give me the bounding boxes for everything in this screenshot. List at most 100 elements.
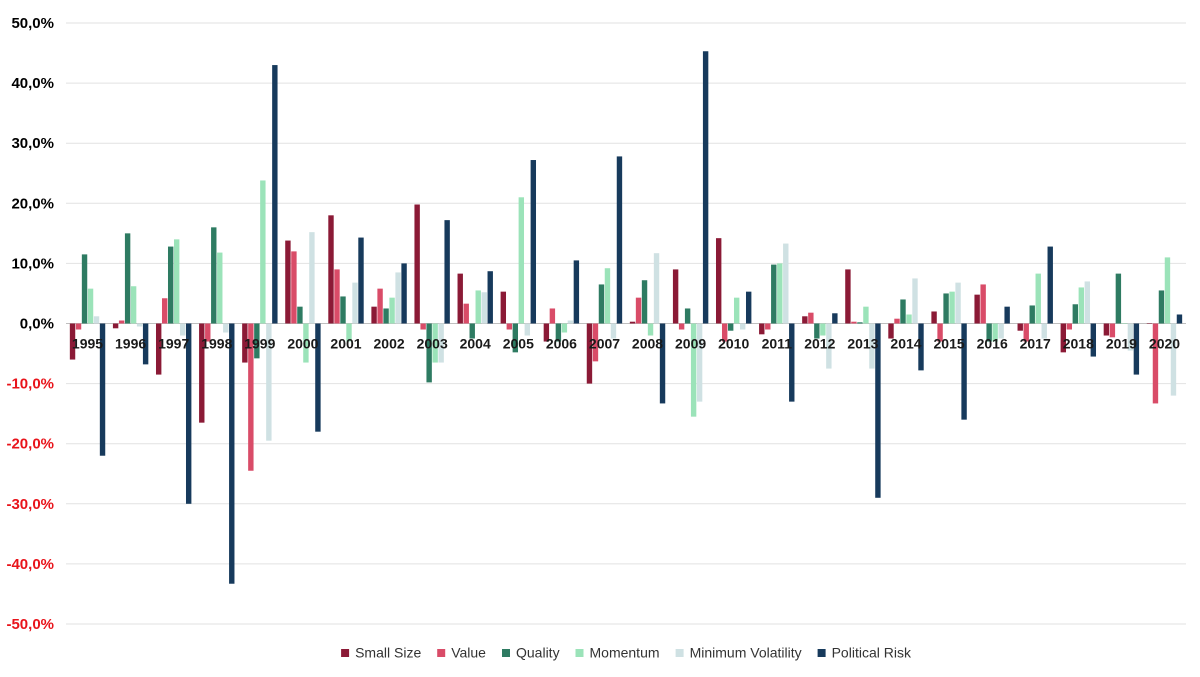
bar-quality-2014 [900, 299, 906, 324]
bar-quality-2019 [1115, 273, 1122, 324]
bar-small-size-2005 [500, 291, 507, 324]
bar-value-2019 [1109, 323, 1116, 338]
bar-minimum-volatility-2006 [567, 320, 574, 324]
x-tick-label: 2015 [934, 336, 965, 352]
y-tick-label: -20,0% [6, 436, 54, 453]
bar-minimum-volatility-2000 [309, 232, 315, 324]
bar-political-risk-2001 [358, 237, 364, 324]
bar-political-risk-2011 [789, 323, 795, 402]
bar-political-risk-2019 [1133, 323, 1140, 375]
bar-small-size-2002 [371, 306, 377, 324]
bar-quality-1995 [81, 254, 88, 324]
bar-momentum-2006 [561, 323, 568, 333]
x-tick-label: 2010 [718, 336, 749, 352]
bar-minimum-volatility-2012 [826, 323, 832, 369]
bar-quality-2018 [1072, 304, 1079, 324]
y-tick-label: -50,0% [6, 616, 54, 633]
bar-minimum-volatility-2020 [1170, 323, 1177, 396]
legend-swatch [817, 649, 826, 657]
x-tick-label: 2007 [589, 336, 620, 352]
bar-small-size-2014 [888, 323, 894, 339]
y-tick-label: 40,0% [11, 75, 54, 92]
legend-item-small-size: Small Size [341, 645, 421, 661]
bar-value-2003 [420, 323, 426, 330]
bar-minimum-volatility-1999 [266, 323, 272, 441]
bar-momentum-2001 [346, 323, 352, 342]
bars [69, 51, 1183, 584]
bar-political-risk-1999 [272, 65, 278, 324]
x-tick-label: 2014 [890, 336, 921, 352]
bar-value-1998 [205, 323, 211, 342]
bar-value-2002 [377, 288, 383, 324]
x-tick-label: 2008 [632, 336, 663, 352]
bar-minimum-volatility-2008 [653, 253, 660, 324]
bar-small-size-2009 [672, 269, 679, 324]
bar-minimum-volatility-1995 [93, 316, 100, 324]
bar-minimum-volatility-2011 [783, 243, 789, 324]
bar-minimum-volatility-2005 [524, 323, 531, 336]
bar-small-size-2019 [1103, 323, 1110, 336]
x-tick-label: 2005 [503, 336, 534, 352]
legend-label: Small Size [355, 645, 421, 661]
bar-quality-2003 [426, 323, 432, 383]
x-tick-label: 2013 [847, 336, 878, 352]
bar-political-risk-2016 [1004, 306, 1010, 324]
bar-quality-2000 [297, 306, 303, 324]
x-tick-label: 2017 [1020, 336, 1051, 352]
bar-value-1996 [118, 320, 125, 324]
y-tick-label: -10,0% [6, 376, 54, 393]
bar-quality-2001 [340, 296, 346, 324]
bar-momentum-2015 [949, 291, 955, 324]
bar-quality-2011 [771, 264, 777, 324]
bar-minimum-volatility-2010 [739, 323, 746, 330]
bar-value-2011 [765, 323, 771, 330]
bar-momentum-2010 [733, 297, 740, 324]
bar-value-2020 [1152, 323, 1159, 404]
bar-political-risk-2005 [530, 160, 537, 324]
bar-political-risk-2010 [745, 291, 752, 324]
bar-value-2008 [635, 297, 642, 324]
legend-swatch [341, 649, 350, 657]
bar-momentum-2014 [906, 314, 912, 324]
bar-quality-2005 [512, 323, 519, 353]
bar-small-size-2008 [629, 321, 636, 324]
bar-political-risk-2013 [875, 323, 881, 498]
legend-label: Political Risk [832, 645, 912, 661]
x-tick-label: 2006 [546, 336, 577, 352]
bar-small-size-2000 [285, 240, 291, 324]
bar-quality-2004 [469, 323, 475, 339]
bar-momentum-2012 [820, 323, 826, 336]
bar-momentum-2013 [863, 306, 869, 324]
bar-political-risk-1997 [185, 323, 192, 504]
legend-swatch [437, 649, 446, 657]
bar-minimum-volatility-2013 [869, 323, 875, 369]
bar-momentum-1997 [173, 239, 180, 324]
bar-quality-2020 [1158, 290, 1165, 324]
bar-minimum-volatility-2002 [395, 272, 401, 324]
bar-political-risk-2008 [659, 323, 666, 404]
bar-quality-2009 [684, 308, 691, 324]
legend: Small Size Value Quality Momentum Minimum Vo… [341, 645, 912, 661]
bar-value-2013 [851, 321, 857, 324]
bar-political-risk-2006 [573, 260, 580, 324]
bar-minimum-volatility-2018 [1084, 281, 1091, 324]
bar-quality-2006 [555, 323, 562, 342]
bar-quality-2016 [986, 323, 992, 342]
x-tick-label: 1999 [244, 336, 275, 352]
bar-small-size-1995 [69, 323, 76, 360]
bar-value-2017 [1023, 323, 1029, 342]
bar-value-1997 [161, 298, 168, 324]
x-tick-label: 2012 [804, 336, 835, 352]
x-tick-label: 2016 [977, 336, 1008, 352]
bar-small-size-2016 [974, 294, 980, 324]
bar-quality-1999 [254, 323, 260, 359]
x-tick-label: 1998 [201, 336, 232, 352]
legend-item-quality: Quality [502, 645, 560, 661]
bar-minimum-volatility-2001 [352, 282, 358, 324]
bar-quality-1996 [124, 233, 131, 324]
bar-small-size-2013 [845, 269, 851, 324]
bar-political-risk-2003 [444, 220, 450, 324]
bar-minimum-volatility-2003 [438, 323, 444, 363]
bar-momentum-1998 [217, 252, 223, 324]
